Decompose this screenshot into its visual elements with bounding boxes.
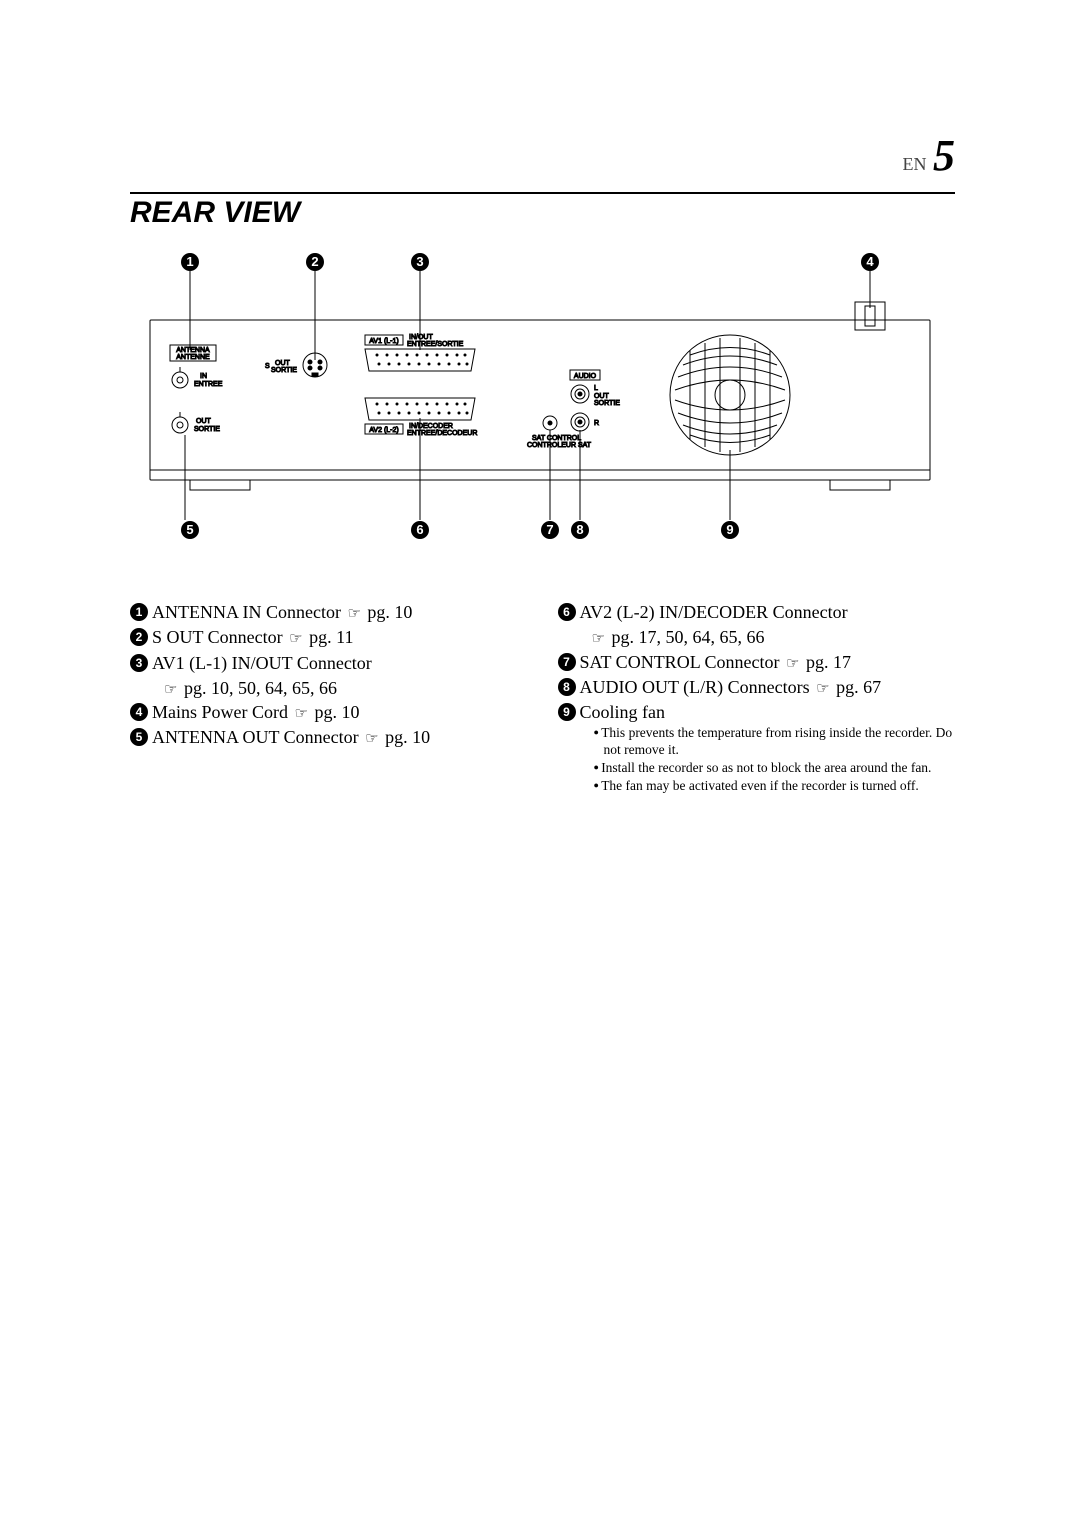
svg-text:SORTIE: SORTIE bbox=[194, 426, 220, 433]
legend-continuation: ☞ pg. 10, 50, 64, 65, 66 bbox=[130, 676, 528, 700]
mains-cord-clamp bbox=[855, 302, 885, 330]
rear-view-diagram: 1 2 3 4 ANTENNA ANTENNE IN ENTREE bbox=[130, 250, 950, 570]
ref-icon: ☞ bbox=[786, 655, 799, 672]
header-rule bbox=[130, 192, 955, 194]
svg-text:3: 3 bbox=[416, 254, 423, 269]
s-out: S OUT SORTIE bbox=[265, 353, 327, 377]
cooling-fan bbox=[670, 335, 790, 455]
legend-marker: 2 bbox=[130, 628, 148, 646]
ref-icon: ☞ bbox=[592, 630, 605, 647]
ref-icon: ☞ bbox=[816, 680, 829, 697]
svg-text:7: 7 bbox=[546, 522, 553, 537]
ref-icon: ☞ bbox=[365, 730, 378, 747]
svg-text:5: 5 bbox=[186, 522, 193, 537]
svg-text:ANTENNE: ANTENNE bbox=[176, 354, 210, 361]
svg-text:6: 6 bbox=[416, 522, 423, 537]
svg-text:2: 2 bbox=[311, 254, 318, 269]
legend-text: ANTENNA OUT Connector ☞ pg. 10 bbox=[152, 725, 528, 749]
svg-text:ENTREE/DECODEUR: ENTREE/DECODEUR bbox=[407, 430, 477, 437]
section-title: REAR VIEW bbox=[130, 196, 300, 230]
legend-text: AV2 (L-2) IN/DECODER Connector bbox=[580, 600, 956, 624]
svg-text:IN: IN bbox=[200, 373, 207, 380]
svg-text:SAT CONTROL: SAT CONTROL bbox=[532, 435, 581, 442]
legend-row: 1ANTENNA IN Connector ☞ pg. 10 bbox=[130, 600, 528, 624]
legend-row: 3AV1 (L-1) IN/OUT Connector bbox=[130, 651, 528, 675]
svg-text:S: S bbox=[265, 363, 270, 370]
svg-text:IN/OUT: IN/OUT bbox=[409, 334, 433, 341]
legend-row: 5ANTENNA OUT Connector ☞ pg. 10 bbox=[130, 725, 528, 749]
legend-row: 8AUDIO OUT (L/R) Connectors ☞ pg. 67 bbox=[558, 675, 956, 699]
svg-text:8: 8 bbox=[576, 522, 583, 537]
svg-text:AV2 (L-2): AV2 (L-2) bbox=[369, 427, 398, 434]
svg-text:OUT: OUT bbox=[275, 360, 291, 367]
svg-text:OUT: OUT bbox=[196, 418, 212, 425]
ref-icon: ☞ bbox=[295, 705, 308, 722]
svg-text:R: R bbox=[594, 420, 599, 427]
svg-text:CONTROLEUR SAT: CONTROLEUR SAT bbox=[527, 442, 592, 449]
legend-text: S OUT Connector ☞ pg. 11 bbox=[152, 625, 528, 649]
svg-text:SORTIE: SORTIE bbox=[594, 400, 620, 407]
legend-marker: 1 bbox=[130, 603, 148, 621]
legend-text: Cooling fan bbox=[580, 700, 956, 724]
ref-icon: ☞ bbox=[347, 605, 360, 622]
legend-row: 7SAT CONTROL Connector ☞ pg. 17 bbox=[558, 650, 956, 674]
page-prefix: EN bbox=[903, 154, 927, 174]
antenna-block: ANTENNA ANTENNE IN ENTREE OUT SORTIE bbox=[170, 345, 223, 433]
note-item: Install the recorder so as not to block … bbox=[594, 760, 956, 777]
legend: 1ANTENNA IN Connector ☞ pg. 102S OUT Con… bbox=[130, 600, 955, 795]
legend-marker: 9 bbox=[558, 703, 576, 721]
ref-icon: ☞ bbox=[164, 681, 177, 698]
svg-text:OUT: OUT bbox=[594, 393, 610, 400]
note-item: The fan may be activated even if the rec… bbox=[594, 778, 956, 795]
scart-av2: AV2 (L-2) IN/DECODER ENTREE/DECODEUR bbox=[365, 398, 477, 437]
legend-marker: 3 bbox=[130, 654, 148, 672]
legend-text: AV1 (L-1) IN/OUT Connector bbox=[152, 651, 528, 675]
svg-text:ENTREE/SORTIE: ENTREE/SORTIE bbox=[407, 341, 464, 348]
legend-text: ANTENNA IN Connector ☞ pg. 10 bbox=[152, 600, 528, 624]
audio-out: AUDIO L OUT SORTIE R bbox=[570, 370, 620, 431]
legend-row: 2S OUT Connector ☞ pg. 11 bbox=[130, 625, 528, 649]
legend-row: 9Cooling fan bbox=[558, 700, 956, 724]
svg-text:9: 9 bbox=[726, 522, 733, 537]
legend-text: Mains Power Cord ☞ pg. 10 bbox=[152, 700, 528, 724]
page-number-value: 5 bbox=[933, 131, 955, 180]
note-item: This prevents the temperature from risin… bbox=[594, 725, 956, 759]
svg-text:SORTIE: SORTIE bbox=[271, 367, 297, 374]
svg-text:IN/DECODER: IN/DECODER bbox=[409, 423, 453, 430]
svg-text:ENTREE: ENTREE bbox=[194, 381, 223, 388]
ref-icon: ☞ bbox=[289, 630, 302, 647]
legend-marker: 4 bbox=[130, 703, 148, 721]
legend-text: SAT CONTROL Connector ☞ pg. 17 bbox=[580, 650, 956, 674]
page-number: EN 5 bbox=[903, 130, 956, 181]
chassis: ANTENNA ANTENNE IN ENTREE OUT SORTIE S O… bbox=[150, 302, 930, 490]
legend-marker: 6 bbox=[558, 603, 576, 621]
legend-col-right: 6AV2 (L-2) IN/DECODER Connector☞ pg. 17,… bbox=[558, 600, 956, 795]
legend-marker: 5 bbox=[130, 728, 148, 746]
legend-text: AUDIO OUT (L/R) Connectors ☞ pg. 67 bbox=[580, 675, 956, 699]
legend-continuation: ☞ pg. 17, 50, 64, 65, 66 bbox=[558, 625, 956, 649]
legend-row: 6AV2 (L-2) IN/DECODER Connector bbox=[558, 600, 956, 624]
legend-row: 4Mains Power Cord ☞ pg. 10 bbox=[130, 700, 528, 724]
scart-av1: AV1 (L-1) IN/OUT ENTREE/SORTIE bbox=[365, 334, 475, 371]
cooling-fan-notes: This prevents the temperature from risin… bbox=[558, 725, 956, 795]
svg-text:L: L bbox=[594, 385, 598, 392]
legend-col-left: 1ANTENNA IN Connector ☞ pg. 102S OUT Con… bbox=[130, 600, 528, 795]
svg-text:ANTENNA: ANTENNA bbox=[176, 347, 210, 354]
svg-text:AV1 (L-1): AV1 (L-1) bbox=[369, 338, 398, 345]
svg-text:1: 1 bbox=[186, 254, 193, 269]
legend-marker: 7 bbox=[558, 653, 576, 671]
svg-text:4: 4 bbox=[866, 254, 874, 269]
callouts-top: 1 2 3 4 bbox=[181, 253, 879, 360]
svg-text:AUDIO: AUDIO bbox=[574, 373, 597, 380]
legend-marker: 8 bbox=[558, 678, 576, 696]
